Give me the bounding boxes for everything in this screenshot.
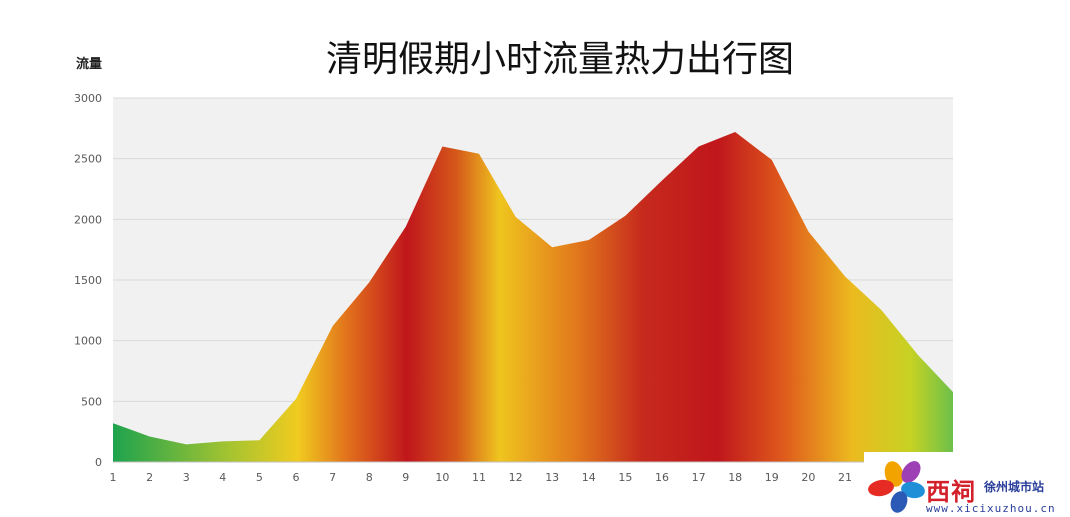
y-tick-label: 500 <box>81 395 102 408</box>
y-tick-label: 3000 <box>74 92 102 105</box>
x-tick-label: 1 <box>110 471 117 484</box>
y-tick-label: 2000 <box>74 213 102 226</box>
y-tick-labels: 0 500 1000 1500 2000 2500 3000 <box>74 92 102 469</box>
x-tick-label: 7 <box>329 471 336 484</box>
x-tick-label: 14 <box>582 471 596 484</box>
x-tick-label: 8 <box>366 471 373 484</box>
x-tick-label: 11 <box>472 471 486 484</box>
x-tick-label: 20 <box>801 471 815 484</box>
x-tick-label: 17 <box>692 471 706 484</box>
site-name: 徐州城市站 <box>984 480 1045 494</box>
traffic-area <box>113 132 953 462</box>
x-tick-label: 12 <box>509 471 523 484</box>
site-url: www.xicixuzhou.cn <box>926 502 1056 515</box>
x-tick-label: 13 <box>545 471 559 484</box>
x-tick-labels: 1 2 3 4 5 6 7 8 9 10 11 12 13 14 15 16 17 18 19 20 21 <box>110 471 853 484</box>
x-tick-label: 19 <box>765 471 779 484</box>
chart-title: 清明假期小时流量热力出行图 <box>326 39 794 80</box>
x-tick-label: 18 <box>728 471 742 484</box>
x-tick-label: 4 <box>219 471 226 484</box>
x-tick-label: 10 <box>435 471 449 484</box>
x-tick-label: 5 <box>256 471 263 484</box>
y-tick-label: 1500 <box>74 274 102 287</box>
watermark-logo: 西祠 徐州城市站 www.xicixuzhou.cn <box>864 452 1070 517</box>
x-tick-label: 2 <box>146 471 153 484</box>
x-tick-label: 3 <box>183 471 190 484</box>
x-tick-label: 9 <box>402 471 409 484</box>
x-tick-label: 15 <box>618 471 632 484</box>
brand-name: 西祠 <box>926 477 976 506</box>
y-tick-label: 0 <box>95 456 102 469</box>
x-tick-label: 6 <box>293 471 300 484</box>
flower-logo-icon <box>868 461 925 513</box>
y-axis-label: 流量 <box>76 56 102 72</box>
y-tick-label: 1000 <box>74 335 102 348</box>
x-tick-label: 21 <box>838 471 852 484</box>
x-tick-label: 16 <box>655 471 669 484</box>
y-tick-label: 2500 <box>74 153 102 166</box>
